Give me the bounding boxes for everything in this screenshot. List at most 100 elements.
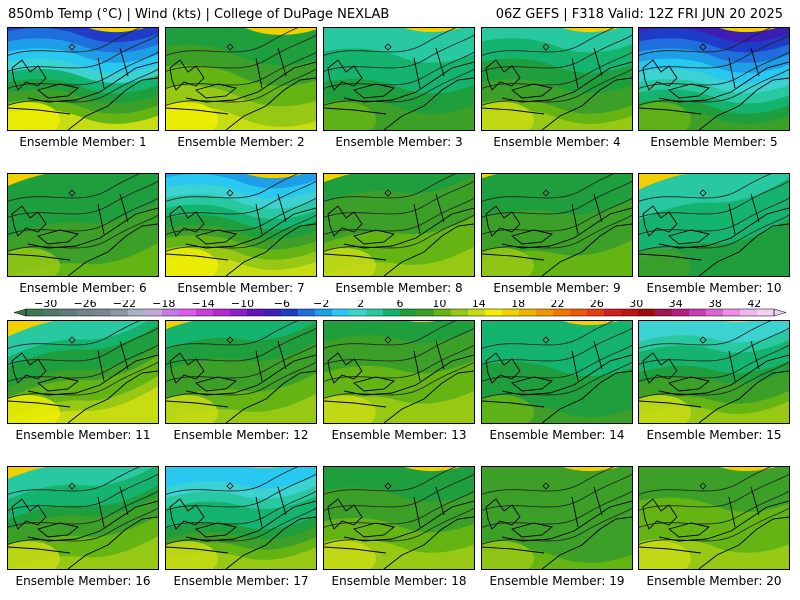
colorbar-tick-label: −18 (152, 300, 175, 310)
colorbar-tick-label: −22 (113, 300, 136, 310)
colorbar-min-arrow (13, 308, 27, 317)
colorbar-outline (25, 308, 775, 317)
contour-lines (8, 467, 158, 545)
coastline (639, 193, 789, 276)
station-marker-icon (699, 43, 707, 51)
contour-lines (8, 28, 158, 106)
colorbar-swatch (281, 309, 299, 316)
colorbar-tick-label: 38 (708, 300, 722, 310)
ensemble-map-5 (638, 27, 790, 131)
ensemble-map-1 (7, 27, 159, 131)
station-marker-icon (68, 482, 76, 490)
colorbar-tick-label: 30 (629, 300, 643, 310)
ensemble-map-17 (165, 466, 317, 570)
station-marker-icon (699, 189, 707, 197)
contour-lines (639, 467, 789, 545)
coastline (166, 193, 316, 276)
coastline (482, 340, 632, 423)
ensemble-map-18 (323, 466, 475, 570)
station-marker-icon (542, 482, 550, 490)
colorbar-tick-label: 42 (747, 300, 761, 310)
colorbar-swatch (468, 309, 486, 316)
contour-lines (8, 321, 158, 399)
coastline (324, 193, 474, 276)
contour-lines (166, 174, 316, 252)
colorbar-tick-label: −2 (313, 300, 329, 310)
colorbar-swatch (26, 309, 44, 316)
map-canvas (166, 321, 316, 423)
coastline (639, 486, 789, 569)
ensemble-member-label: Ensemble Member: 11 (15, 428, 151, 442)
colorbar-swatch (77, 309, 95, 316)
map-canvas (639, 174, 789, 276)
ensemble-member-label: Ensemble Member: 14 (489, 428, 625, 442)
colorbar-swatch (94, 309, 112, 316)
ensemble-map-7 (165, 173, 317, 277)
ensemble-map-4 (481, 27, 633, 131)
coastline (639, 47, 789, 130)
contour-lines (639, 321, 789, 399)
map-title: 850mb Temp (°C) | Wind (kts) | College o… (8, 7, 390, 22)
colorbar-swatch (553, 309, 571, 316)
colorbar-swatch (638, 309, 656, 316)
colorbar-tick-label: 14 (472, 300, 486, 310)
colorbar-swatch (145, 309, 163, 316)
ensemble-map-10 (638, 173, 790, 277)
ensemble-map-9 (481, 173, 633, 277)
colorbar-swatch (655, 309, 673, 316)
colorbar-swatch (519, 309, 537, 316)
colorbar-tick-label: −26 (73, 300, 96, 310)
ensemble-map-16 (7, 466, 159, 570)
coastline (482, 486, 632, 569)
colorbar-svg: −30 −26 −22 −18 −14 −10 −6 −2 2 6 10 14 18 22 26 30 34 38… (13, 300, 787, 317)
ensemble-map-20 (638, 466, 790, 570)
station-marker-icon (68, 336, 76, 344)
ensemble-member-label: Ensemble Member: 19 (489, 574, 625, 588)
colorbar-swatch (247, 309, 265, 316)
ensemble-member-label: Ensemble Member: 10 (646, 281, 782, 295)
colorbar-swatch (587, 309, 605, 316)
contour-lines (324, 467, 474, 545)
coastline (324, 47, 474, 130)
station-marker-icon (542, 43, 550, 51)
contour-lines (166, 321, 316, 399)
station-marker-icon (384, 43, 392, 51)
colorbar-swatch (298, 309, 316, 316)
ensemble-map-3 (323, 27, 475, 131)
ensemble-member-label: Ensemble Member: 20 (646, 574, 782, 588)
station-marker-icon (699, 336, 707, 344)
colorbar-swatch (43, 309, 61, 316)
contour-lines (482, 321, 632, 399)
colorbar-swatch (451, 309, 469, 316)
colorbar-swatch (740, 309, 758, 316)
contour-lines (639, 28, 789, 106)
coastline (482, 47, 632, 130)
contour-lines (324, 321, 474, 399)
ensemble-map-13 (323, 320, 475, 424)
colorbar-swatch (162, 309, 180, 316)
map-canvas (8, 174, 158, 276)
colorbar-swatch (434, 309, 452, 316)
contour-lines (324, 28, 474, 106)
colorbar-tick-label: 6 (397, 300, 404, 310)
ensemble-member-label: Ensemble Member: 17 (173, 574, 309, 588)
ensemble-member-label: Ensemble Member: 6 (19, 281, 147, 295)
colorbar-swatch (604, 309, 622, 316)
map-canvas (166, 174, 316, 276)
contour-lines (8, 174, 158, 252)
colorbar-swatch (383, 309, 401, 316)
ensemble-member-label: Ensemble Member: 15 (646, 428, 782, 442)
colorbar-swatch (536, 309, 554, 316)
map-canvas (482, 467, 632, 569)
station-marker-icon (699, 482, 707, 490)
contour-lines (639, 174, 789, 252)
coastline (166, 486, 316, 569)
ensemble-member-label: Ensemble Member: 18 (331, 574, 467, 588)
contour-lines (482, 28, 632, 106)
coastline (8, 340, 158, 423)
ensemble-member-label: Ensemble Member: 5 (650, 135, 778, 149)
contour-lines (482, 467, 632, 545)
map-canvas (482, 321, 632, 423)
ensemble-member-label: Ensemble Member: 3 (335, 135, 463, 149)
coastline (8, 486, 158, 569)
